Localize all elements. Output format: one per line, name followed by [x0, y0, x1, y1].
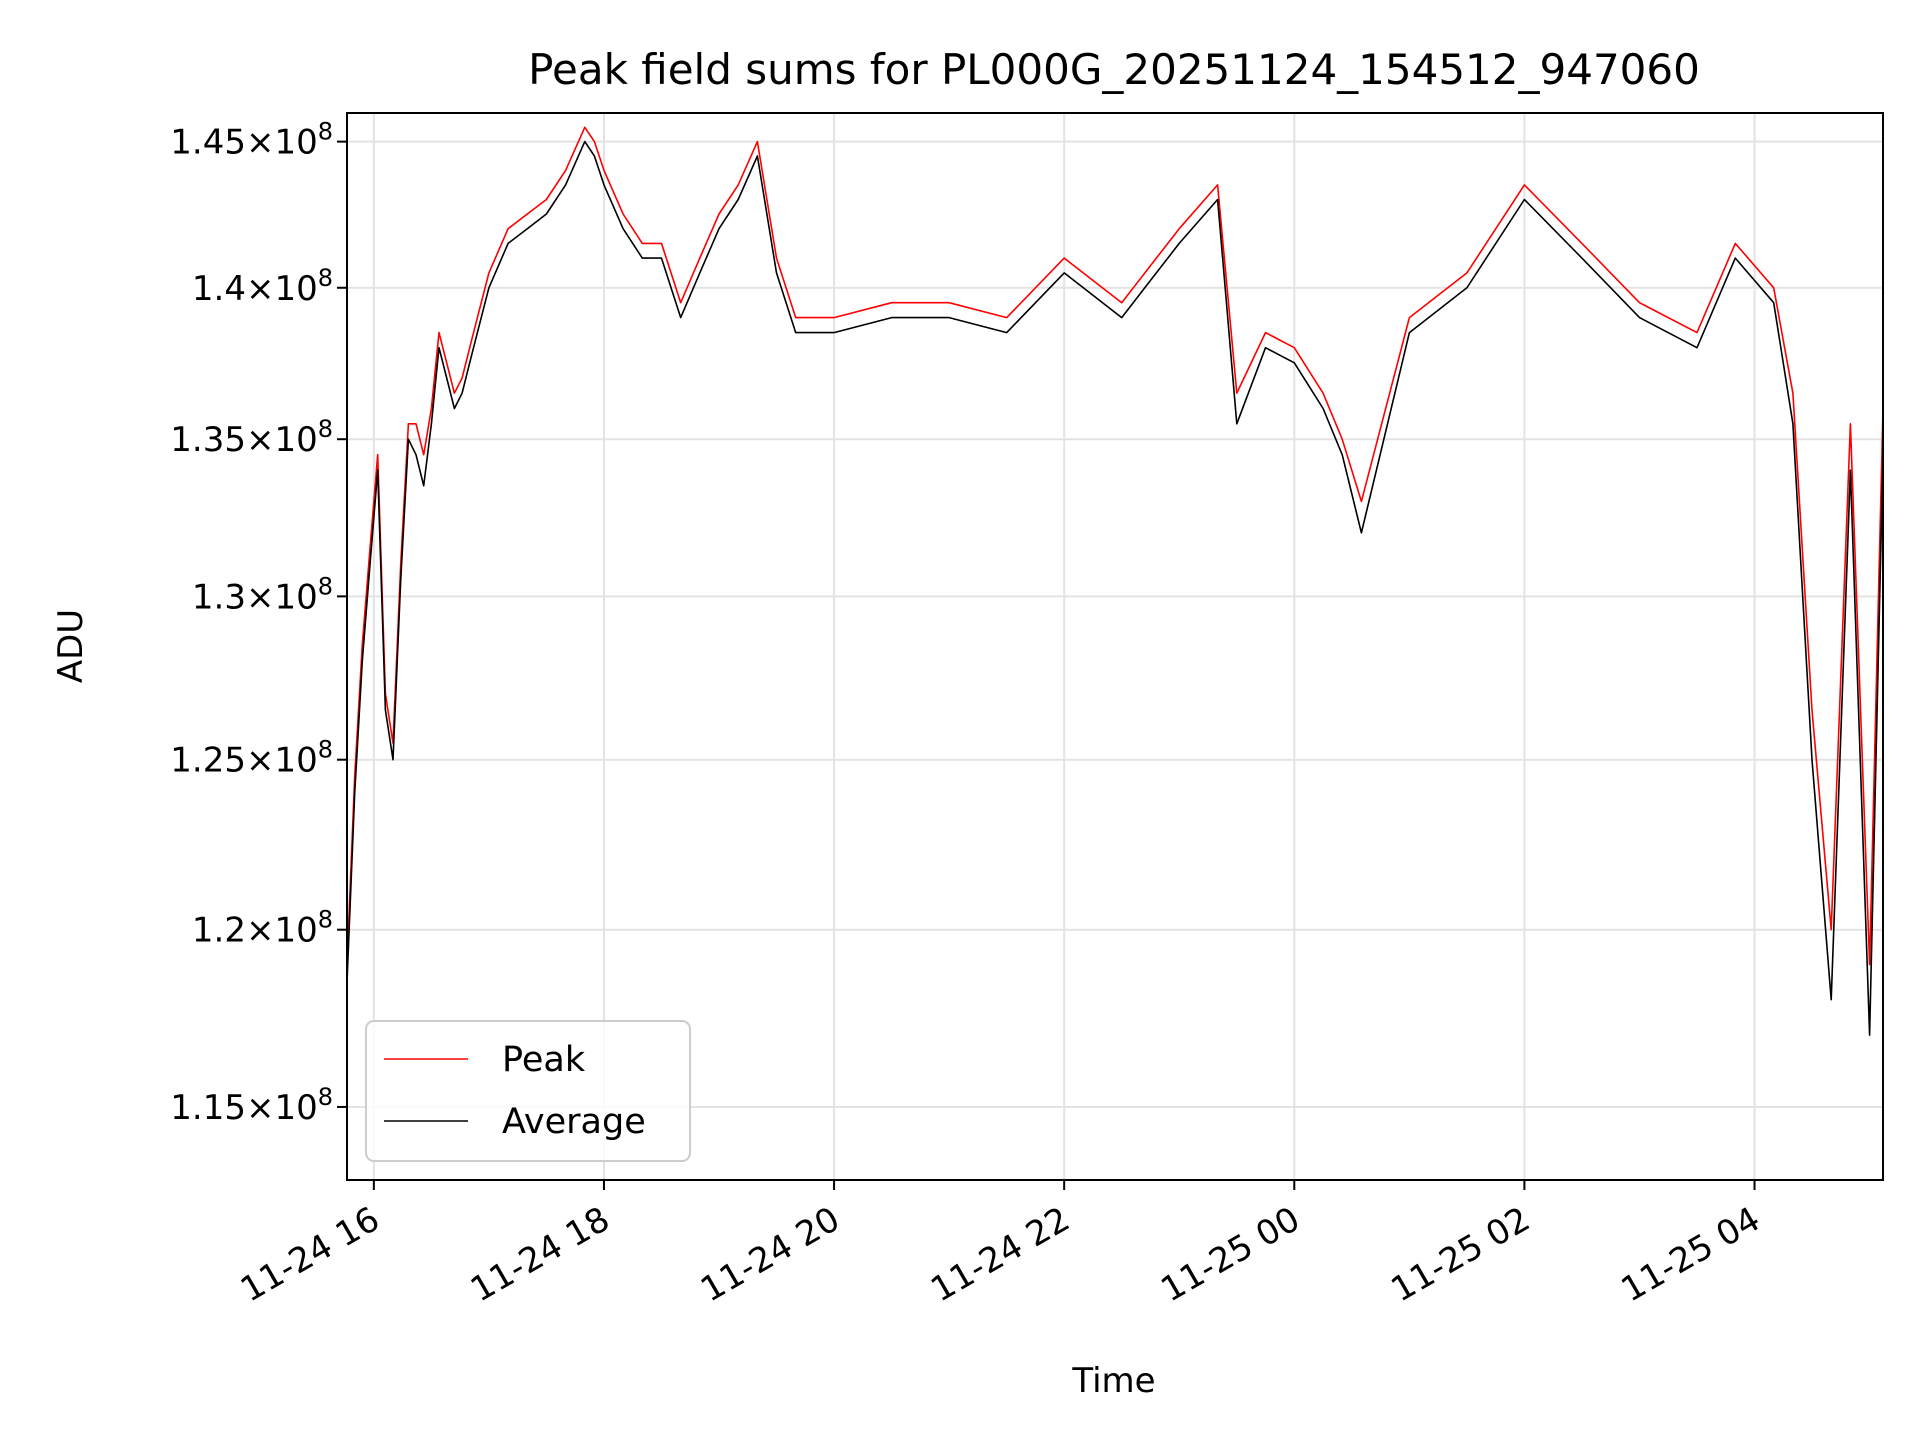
legend-label-peak: Peak — [502, 1040, 586, 1080]
chart-title: Peak field sums for PL000G_20251124_1545… — [528, 45, 1700, 94]
legend-label-average: Average — [502, 1102, 646, 1142]
series-lines — [346, 126, 1884, 1036]
series-line-average — [346, 140, 1884, 1036]
y-tick-label: 1.25×108 — [170, 736, 333, 781]
legend: Peak Average — [365, 1020, 691, 1162]
legend-box — [365, 1020, 691, 1162]
y-tick-label: 1.2×108 — [192, 906, 333, 951]
y-axis-ticks: 1.15×108 1.2×108 1.25×108 1.3×108 1.35×108 1.… — [170, 118, 347, 1128]
x-axis-label: Time — [1071, 1361, 1155, 1401]
grid-lines — [347, 113, 1883, 1180]
series-line-peak — [346, 126, 1884, 966]
y-axis-label: ADU — [51, 609, 91, 683]
y-tick-label: 1.35×108 — [170, 415, 333, 460]
y-tick-label: 1.15×108 — [170, 1083, 333, 1128]
y-tick-label: 1.4×108 — [192, 264, 333, 309]
plot-area-frame — [346, 112, 1884, 1181]
y-tick-label: 1.3×108 — [192, 572, 333, 617]
y-tick-label: 1.45×108 — [170, 118, 333, 163]
